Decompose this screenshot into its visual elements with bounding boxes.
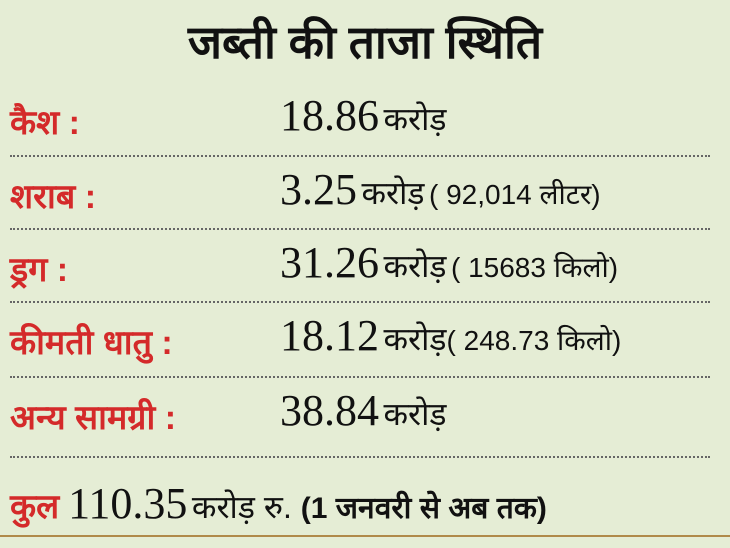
row-label: कैश : — [10, 104, 81, 142]
row-value: 18.86 करोड़ — [280, 90, 447, 141]
unit: करोड़ — [383, 396, 447, 432]
unit: करोड़ — [383, 101, 447, 137]
total-label: कुल — [10, 488, 60, 526]
divider — [10, 155, 710, 157]
divider — [10, 301, 710, 303]
row-liquor: शराब : 3.25 करोड़ ( 92,014 लीटर) — [10, 162, 710, 234]
total-row: कुल 110.35 करोड़ रु. (1 जनवरी से अब तक) — [10, 478, 547, 529]
unit: करोड़ — [383, 248, 447, 284]
row-drugs: ड्रग : 31.26 करोड़ ( 15683 किलो) — [10, 235, 710, 307]
amount: 31.26 — [280, 238, 379, 287]
row-value: 18.12 करोड़( 248.73 किलो) — [280, 310, 621, 361]
row-value: 38.84 करोड़ — [280, 385, 447, 436]
amount: 3.25 — [280, 165, 357, 214]
row-value: 3.25 करोड़ ( 92,014 लीटर) — [280, 164, 601, 215]
divider — [10, 376, 710, 378]
row-value: 31.26 करोड़ ( 15683 किलो) — [280, 237, 618, 288]
row-precious-metals: कीमती धातु : 18.12 करोड़( 248.73 किलो) — [10, 308, 710, 380]
total-note: (1 जनवरी से अब तक) — [300, 492, 547, 525]
unit: करोड़ — [361, 175, 425, 211]
row-label: ड्रग : — [10, 251, 69, 289]
extra: ( 15683 किलो) — [450, 252, 619, 283]
row-label: कीमती धातु : — [10, 324, 173, 362]
amount: 38.84 — [280, 386, 379, 435]
page-title: जब्ती की ताजा स्थिति — [187, 16, 543, 68]
row-label: अन्य सामग्री : — [10, 399, 177, 437]
unit: करोड़ — [383, 321, 447, 357]
total-amount: 110.35 — [68, 479, 188, 528]
total-unit: करोड़ रु. — [191, 489, 292, 525]
row-label: शराब : — [10, 178, 97, 216]
divider — [10, 456, 710, 458]
amount: 18.12 — [280, 311, 379, 360]
extra: ( 92,014 लीटर) — [428, 179, 601, 210]
divider — [10, 228, 710, 230]
bottom-rule — [0, 535, 730, 537]
extra: ( 248.73 किलो) — [446, 325, 622, 356]
row-other-items: अन्य सामग्री : 38.84 करोड़ — [10, 383, 710, 455]
row-cash: कैश : 18.86 करोड़ — [10, 88, 710, 160]
amount: 18.86 — [280, 91, 379, 140]
